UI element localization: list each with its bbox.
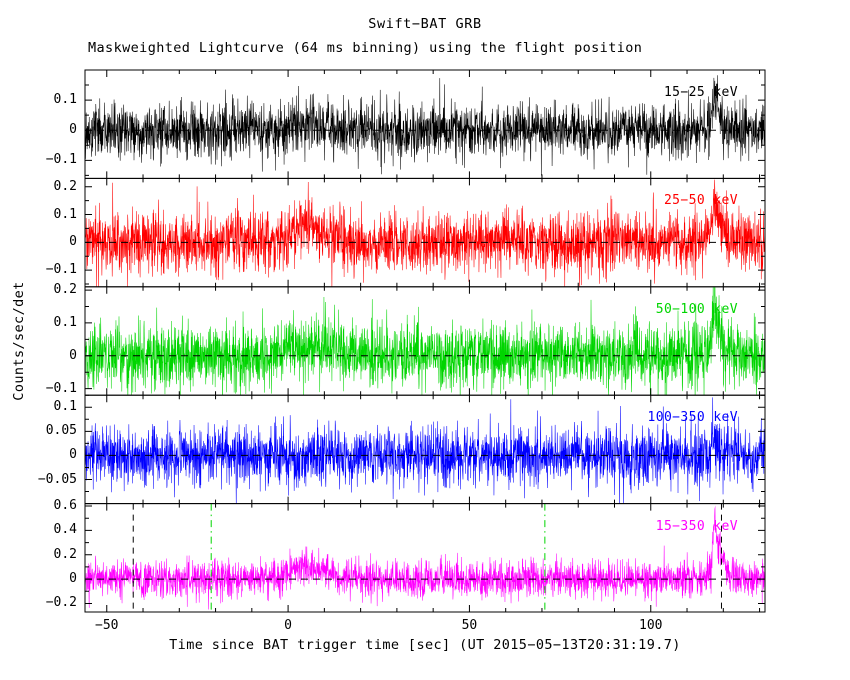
lightcurve-figure: Swift−BAT GRB Maskweighted Lightcurve (6…: [0, 0, 850, 680]
lightcurve-canvas: [0, 0, 850, 680]
